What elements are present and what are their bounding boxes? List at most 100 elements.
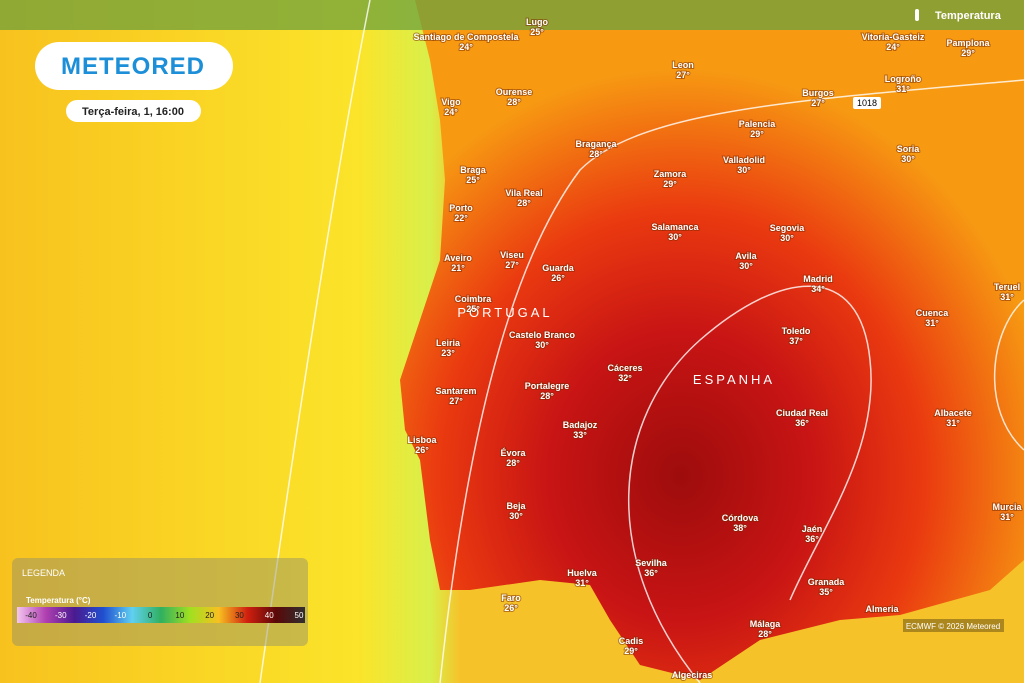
city-temp: 27° — [449, 396, 463, 406]
city-name: Évora — [500, 448, 526, 458]
city-temp: 30° — [737, 165, 751, 175]
city-temp: 28° — [758, 629, 772, 639]
legend-title: LEGENDA — [22, 568, 65, 578]
city-name: Faro — [501, 593, 521, 603]
legend: LEGENDA Temperatura (°C) -40 -30 -20 -10 0 10… — [12, 558, 308, 646]
city-temp: 32° — [618, 373, 632, 383]
city-name: Santarem — [435, 386, 476, 396]
city-name: Valladolid — [723, 155, 765, 165]
land — [400, 0, 1024, 680]
date: Terça-feira, 1, 16:00 — [82, 106, 184, 118]
city-name: Aveiro — [444, 253, 472, 263]
city-name: Beja — [506, 501, 526, 511]
city-name: Segovia — [770, 223, 806, 233]
city-temp: 21° — [451, 263, 465, 273]
city-temp: 23° — [441, 348, 455, 358]
city-name: Castelo Branco — [509, 330, 576, 340]
city-temp: 35° — [819, 587, 833, 597]
city-temp: 28° — [517, 198, 531, 208]
city-name: Coimbra — [455, 294, 493, 304]
isobars — [259, 0, 1024, 684]
city-temp: 30° — [509, 511, 523, 521]
scale-label: 50 — [295, 611, 304, 620]
city-name: Burgos — [802, 88, 834, 98]
city-temp: 31° — [575, 578, 589, 588]
city-name: Portalegre — [525, 381, 570, 391]
city-temp: 30° — [535, 340, 549, 350]
city-name: Viseu — [500, 250, 524, 260]
country-label: PORTUGAL — [457, 305, 552, 320]
city-name: Madrid — [803, 274, 833, 284]
city-name: Cadis — [619, 636, 644, 646]
city-temp: 24° — [444, 107, 458, 117]
logo-text: METEORED — [61, 53, 205, 80]
city-temp: 30° — [901, 154, 915, 164]
city-temp: 38° — [733, 523, 747, 533]
city-temp: 26° — [504, 603, 518, 613]
city-temp: 36° — [644, 568, 658, 578]
city-temp: 37° — [789, 336, 803, 346]
city-temp: 33° — [573, 430, 587, 440]
isobar-label: 1018 — [853, 97, 881, 109]
city-name: Vigo — [441, 97, 461, 107]
city-name: Braga — [460, 165, 487, 175]
logo[interactable]: METEORED Terça-feira, 1, 16:00 — [35, 42, 233, 122]
city-name: Córdova — [722, 513, 760, 523]
scale-label: -20 — [85, 611, 97, 620]
layer-indicator: Temperatura — [915, 9, 1002, 22]
city-temp: 29° — [624, 646, 638, 656]
city-name: Logroño — [885, 74, 922, 84]
city-name: Ciudad Real — [776, 408, 828, 418]
city-name: Cuenca — [916, 308, 950, 318]
city-name: Sevilha — [635, 558, 668, 568]
city-name: Albacete — [934, 408, 972, 418]
city-temp: 27° — [811, 98, 825, 108]
scale-label: -40 — [25, 611, 37, 620]
scale-label: 30 — [235, 611, 244, 620]
city-temp: 36° — [795, 418, 809, 428]
city-temp: 28° — [540, 391, 554, 401]
city-temp: 25° — [466, 175, 480, 185]
city-name: Soria — [897, 144, 921, 154]
city-name: Leon — [672, 60, 694, 70]
scale-label: 20 — [205, 611, 214, 620]
city-name: Salamanca — [651, 222, 699, 232]
city-name: Ourense — [496, 87, 533, 97]
city-name: Zamora — [654, 169, 688, 179]
top-bar — [0, 0, 1024, 30]
city-name: Almeria — [865, 604, 899, 614]
city-name: Málaga — [750, 619, 782, 629]
city-temp: 28° — [589, 149, 603, 159]
credit-bg — [903, 619, 1004, 632]
city-name: Vitoria-Gasteiz — [862, 32, 925, 42]
city-temp: 25° — [466, 304, 480, 314]
city-name: Palencia — [739, 119, 777, 129]
city-temp: 30° — [739, 261, 753, 271]
credit: ECMWF © 2026 Meteored — [906, 622, 1000, 631]
city-temp: 36° — [805, 534, 819, 544]
city-temp: 31° — [925, 318, 939, 328]
city-temp: 29° — [663, 179, 677, 189]
scale-label: -30 — [55, 611, 67, 620]
city-name: Pamplona — [946, 38, 990, 48]
city-name: Cáceres — [607, 363, 642, 373]
city-temp: 31° — [1000, 292, 1014, 302]
city-name: Leiria — [436, 338, 461, 348]
city-name: Toledo — [782, 326, 811, 336]
legend-subtitle: Temperatura (°C) — [26, 596, 91, 605]
city-temp: 24° — [886, 42, 900, 52]
city-name: Porto — [449, 203, 473, 213]
city-name: Guarda — [542, 263, 575, 273]
city-temp: 30° — [668, 232, 682, 242]
city-name: Granada — [808, 577, 846, 587]
city-temp: 25° — [530, 27, 544, 37]
city-name: Vila Real — [505, 188, 542, 198]
city-temp: 26° — [415, 445, 429, 455]
country-label: ESPANHA — [693, 372, 775, 387]
city-temp: 24° — [459, 42, 473, 52]
city-name: Badajoz — [563, 420, 598, 430]
city-temp: 28° — [506, 458, 520, 468]
city-temp: 29° — [961, 48, 975, 58]
